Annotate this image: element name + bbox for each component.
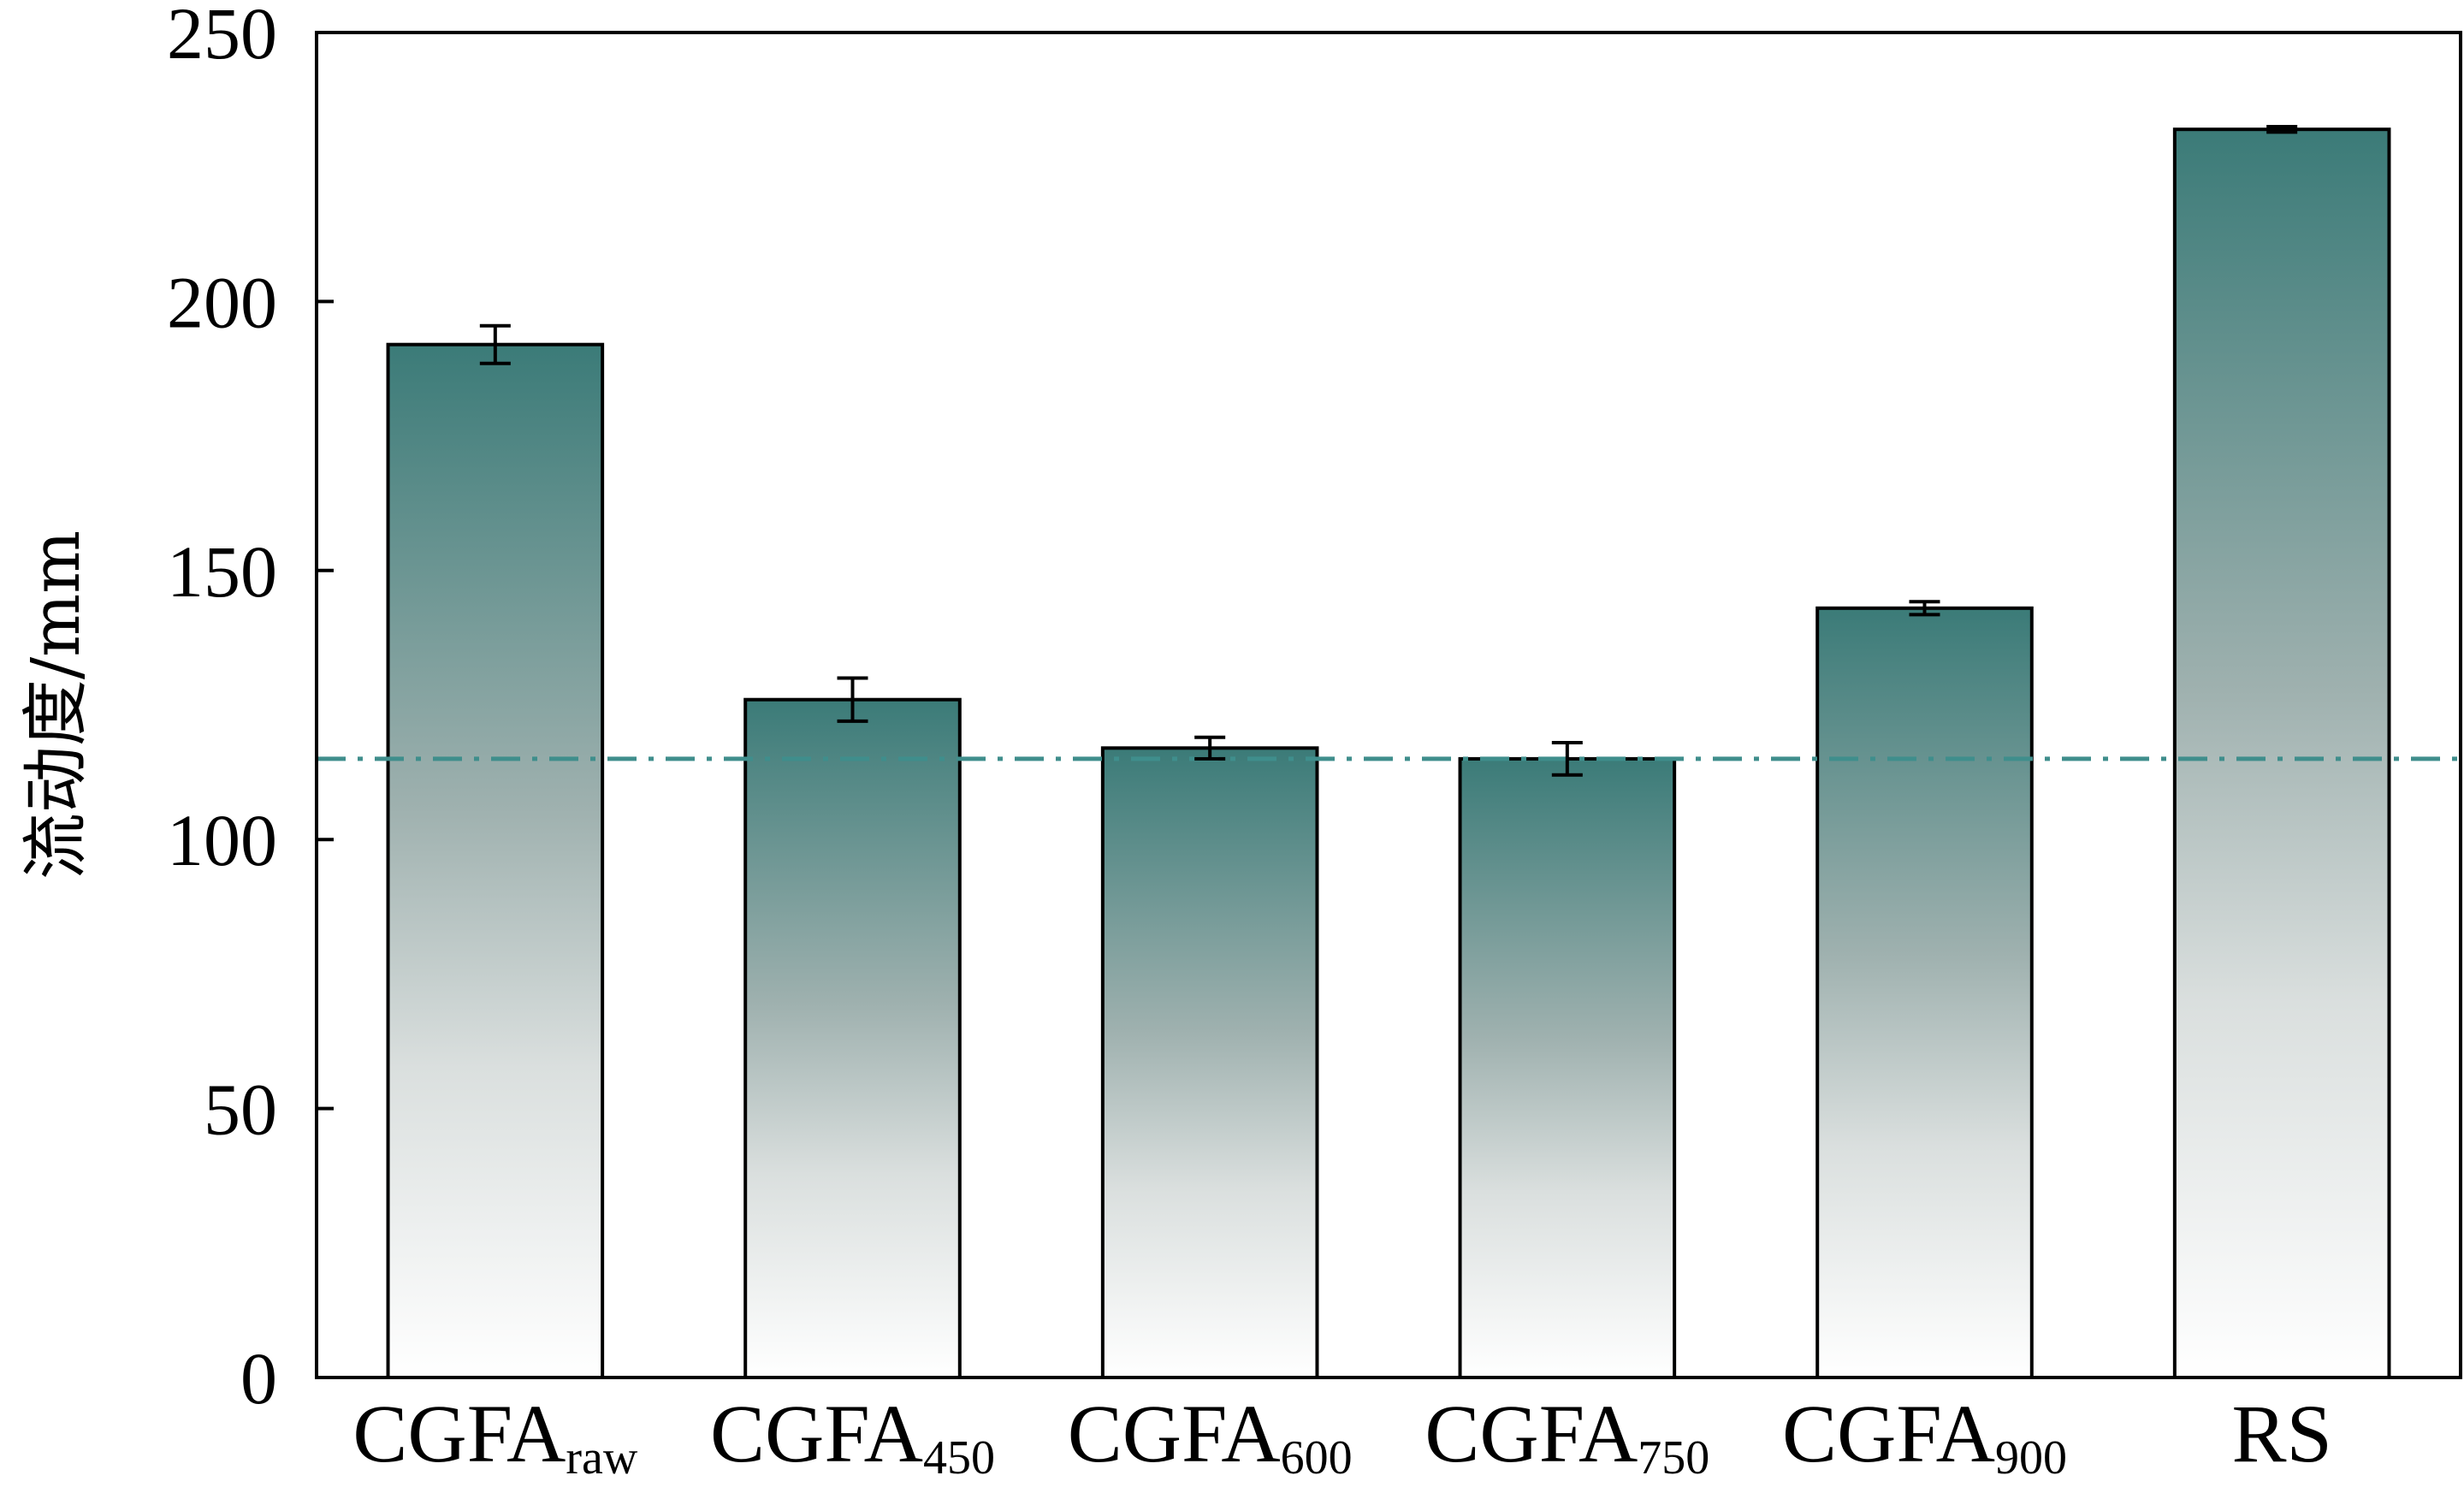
bar [743,697,962,1379]
error-bar-layer [479,125,2298,777]
x-tick-label: CGFAraw [352,1388,637,1484]
y-tick-label: 0 [240,1337,277,1419]
y-tick-label: 100 [167,799,277,881]
y-axis: 0 50 100 150 200 250 [167,0,334,1419]
y-tick-label: 50 [204,1069,277,1151]
x-tick-label: RS [2231,1388,2331,1479]
bar-series [386,127,2391,1380]
bar [2172,127,2391,1380]
x-tick-label: CGFA450 [710,1388,995,1484]
x-tick-label: CGFA600 [1068,1388,1353,1484]
y-axis-title: 流动度/mm [18,530,95,880]
y-tick-label: 250 [167,0,277,74]
bar [386,342,605,1380]
bar [1815,606,2034,1379]
plot-frame [315,31,2462,1379]
y-tick-label: 150 [167,530,277,613]
y-tick-label: 200 [167,261,277,343]
bar [1458,756,1677,1379]
x-tick-label: CGFA750 [1424,1388,1709,1484]
x-tick-label: CGFA900 [1782,1388,2067,1484]
bar [1100,746,1319,1379]
x-axis: CGFAraw CGFA450 CGFA600 CGFA750 CGFA900 RS [352,1388,2331,1484]
